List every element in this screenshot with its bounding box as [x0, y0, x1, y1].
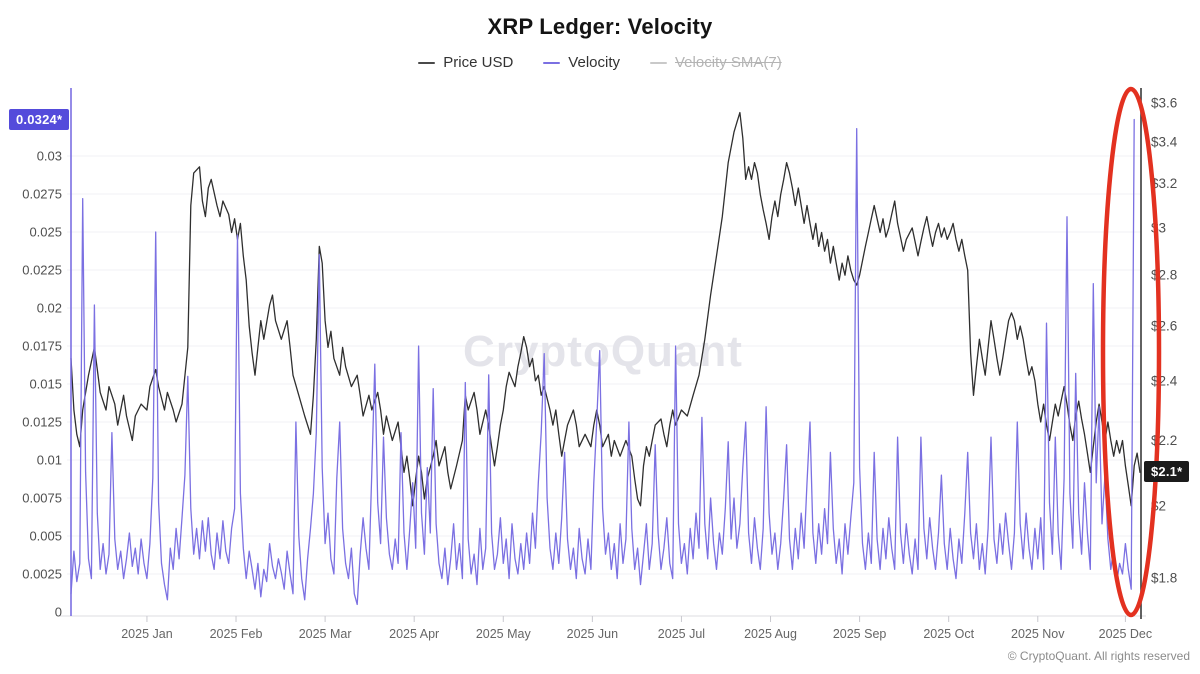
price-usd-line	[70, 111, 1141, 507]
x-tick-label: 2025 Nov	[1011, 627, 1065, 641]
right-axis-tick-label: $2.4	[1151, 373, 1178, 388]
right-axis-tick-label: $2.6	[1151, 318, 1177, 333]
velocity-latest-badge: 0.0324*	[9, 108, 70, 130]
x-tick-label: 2025 Dec	[1099, 627, 1153, 641]
left-axis-tick-label: 0.02	[37, 301, 62, 316]
legend-label: Price USD	[443, 54, 514, 71]
legend-item-velocity[interactable]: Velocity	[543, 54, 620, 71]
left-axis-tick-label: 0.01	[37, 453, 62, 468]
copyright-text: © CryptoQuant. All rights reserved	[1007, 649, 1190, 663]
x-tick-label: 2025 Sep	[833, 627, 887, 641]
watermark-text: CryptoQuant	[463, 327, 743, 376]
left-axis-tick-label: 0.0175	[22, 339, 62, 354]
right-axis-tick-label: $1.8	[1151, 571, 1177, 586]
x-tick-label: 2025 Jun	[567, 627, 618, 641]
x-tick-label: 2025 May	[476, 627, 532, 641]
legend-item-velocity-sma-7-[interactable]: Velocity SMA(7)	[650, 54, 782, 71]
legend-dash-icon	[543, 61, 561, 64]
legend-label: Velocity	[568, 54, 620, 71]
x-tick-label: 2025 Oct	[923, 627, 974, 641]
x-tick-label: 2025 Jul	[658, 627, 705, 641]
right-axis-tick-label: $3.6	[1151, 95, 1177, 110]
legend: Price USD Velocity Velocity SMA(7)	[0, 54, 1200, 71]
legend-item-price-usd[interactable]: Price USD	[418, 54, 513, 71]
highlight-ellipse-annotation	[1100, 86, 1162, 618]
left-axis-tick-label: 0.0225	[22, 263, 62, 278]
right-axis-tick-label: $2.8	[1151, 268, 1177, 283]
left-axis-tick-label: 0	[55, 605, 62, 620]
x-tick-label: 2025 Mar	[299, 627, 352, 641]
left-axis-tick-label: 0.03	[37, 149, 62, 164]
legend-label: Velocity SMA(7)	[675, 54, 782, 71]
x-tick-label: 2025 Aug	[744, 627, 797, 641]
right-axis-tick-label: $3.4	[1151, 135, 1178, 150]
price-latest-badge: $2.1*	[1144, 461, 1190, 483]
right-axis-tick-label: $3.2	[1151, 176, 1177, 191]
right-axis-tick-label: $2.2	[1151, 433, 1177, 448]
left-axis-tick-label: 0.015	[29, 377, 62, 392]
legend-dash-icon	[650, 61, 667, 64]
left-axis-tick-label: 0.0075	[22, 491, 62, 506]
left-axis-tick-label: 0.025	[29, 225, 62, 240]
left-axis-tick-label: 0.0275	[22, 187, 62, 202]
velocity-line	[70, 118, 1135, 606]
left-axis-tick-label: 0.0125	[22, 415, 62, 430]
page-title: XRP Ledger: Velocity	[487, 14, 713, 39]
left-axis-tick-label: 0.005	[29, 529, 62, 544]
x-tick-label: 2025 Jan	[121, 627, 172, 641]
x-tick-label: 2025 Feb	[210, 627, 263, 641]
left-axis-tick-label: 0.0025	[22, 567, 62, 582]
legend-dash-icon	[418, 61, 436, 64]
x-tick-label: 2025 Apr	[389, 627, 439, 641]
